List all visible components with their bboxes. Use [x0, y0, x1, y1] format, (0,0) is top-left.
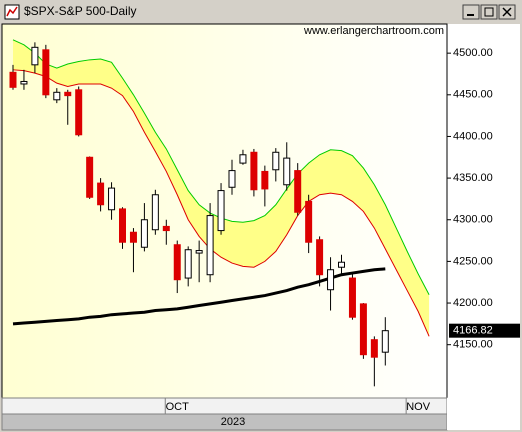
- x-group-label: 2023: [221, 416, 245, 428]
- minimize-button[interactable]: [462, 4, 480, 20]
- y-tick-label: 4450.00: [453, 89, 493, 101]
- candle-body: [129, 231, 137, 243]
- corner-panel: [447, 398, 520, 430]
- candle-body: [261, 170, 269, 190]
- candle-body: [239, 154, 247, 164]
- candle-body: [294, 170, 302, 213]
- candle-body: [327, 269, 335, 291]
- maximize-button[interactable]: [480, 4, 498, 20]
- candle-body: [108, 187, 116, 211]
- x-tick-label: OCT: [166, 401, 190, 413]
- last-price-label: 4166.82: [453, 325, 493, 337]
- window-title: $SPX-S&P 500-Daily: [24, 4, 137, 18]
- candle-body: [86, 156, 94, 198]
- last-price-tag: [449, 323, 520, 338]
- candle-body: [140, 219, 148, 248]
- candle-body: [359, 303, 367, 356]
- candle-body: [75, 89, 83, 136]
- title-bar: [2, 2, 520, 22]
- candle-body: [64, 91, 72, 97]
- overlay-line: [12, 69, 430, 337]
- candle-body: [316, 239, 324, 276]
- candle-body: [370, 339, 378, 358]
- candle-body: [119, 208, 126, 243]
- candle-body: [42, 49, 50, 96]
- candle-body: [272, 151, 280, 171]
- candle-body: [31, 46, 39, 66]
- x-axis-strip: [1, 397, 448, 415]
- candle-body: [53, 91, 61, 101]
- y-tick-label: 4350.00: [453, 172, 493, 184]
- candle-body: [305, 200, 313, 243]
- band-fill: [13, 39, 430, 337]
- candle-body: [338, 261, 345, 268]
- candle-body: [173, 244, 181, 281]
- y-tick-label: 4150.00: [453, 339, 493, 351]
- close-glyph: [502, 7, 512, 17]
- candle-body: [97, 182, 105, 206]
- y-tick-label: 4500.00: [453, 47, 493, 59]
- candle-body: [283, 157, 291, 186]
- candle-body: [151, 194, 159, 231]
- candle-body: [20, 80, 28, 85]
- series-layer: 4150.00 4200.00 4250.00 4300.00 4350.00 4400.…: [9, 39, 520, 414]
- overlay-line: [12, 267, 386, 326]
- app-icon-glyph: [6, 6, 18, 17]
- candle-body: [206, 215, 214, 276]
- candle-body: [250, 151, 258, 191]
- candle-body: [162, 225, 170, 232]
- candle-body: [348, 277, 356, 318]
- candle-body: [217, 190, 225, 232]
- maximize-glyph: [484, 7, 494, 17]
- y-tick-label: 4400.00: [453, 130, 493, 142]
- candle-body: [9, 71, 17, 88]
- y-tick-label: 4200.00: [453, 297, 493, 309]
- source-label: www.erlangerchartroom.com: [303, 25, 444, 37]
- candle-body: [381, 330, 389, 353]
- y-tick-label: 4300.00: [453, 214, 493, 226]
- x-tick-label: NOV: [406, 401, 431, 413]
- y-tick-label: 4250.00: [453, 255, 493, 267]
- candle-body: [195, 250, 203, 254]
- candle-body: [228, 170, 236, 188]
- candle-body: [184, 249, 192, 279]
- window-buttons: [462, 4, 516, 20]
